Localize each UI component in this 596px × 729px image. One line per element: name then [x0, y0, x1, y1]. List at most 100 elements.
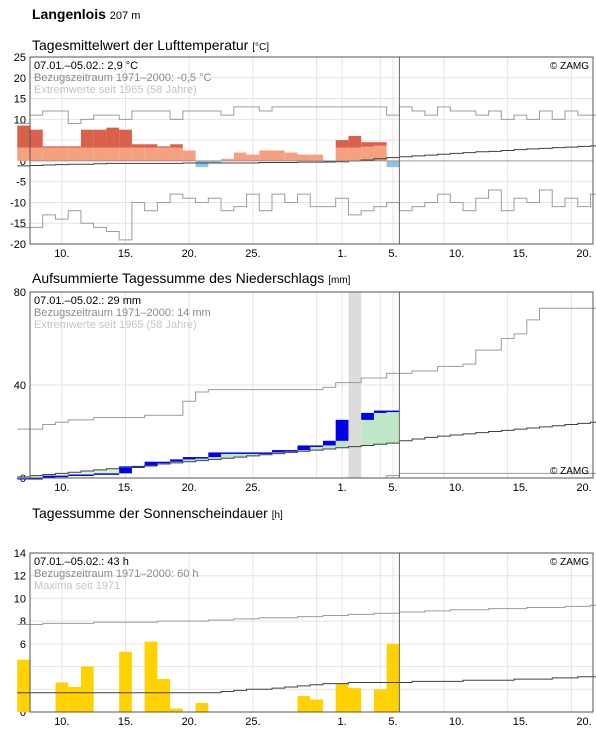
- precipitation-title: Aufsummierte Tagessumme des Niederschlag…: [32, 270, 325, 286]
- temperature-bar-normal: [106, 147, 120, 161]
- precipitation-daily-increment: [80, 474, 94, 477]
- precipitation-deficit-fill: [93, 469, 107, 474]
- sunshine-bar: [170, 708, 183, 712]
- sunshine-ytick-label: 0: [20, 707, 26, 719]
- precipitation-chart-title: Aufsummierte Tagessumme des Niederschlag…: [32, 270, 350, 286]
- temperature-bar-anomaly: [335, 140, 349, 148]
- precipitation-deficit-fill: [106, 468, 120, 474]
- temperature-ytick-label: 20: [14, 73, 26, 85]
- precipitation-daily-increment: [119, 466, 132, 474]
- temperature-bar-normal: [335, 147, 349, 161]
- precipitation-xtick-label: 20.: [576, 482, 591, 494]
- temperature-bar-normal: [42, 147, 56, 161]
- sunshine-bar: [157, 679, 171, 712]
- sunshine-bar: [386, 643, 400, 712]
- temperature-ytick-label: 25: [14, 52, 26, 64]
- sunshine-ytick-label: 14: [14, 548, 26, 560]
- temperature-bar-normal: [221, 158, 234, 161]
- precipitation-daily-increment: [246, 452, 260, 454]
- temperature-xtick-label: 20.: [182, 248, 197, 260]
- precipitation-deficit-fill: [17, 476, 30, 478]
- precipitation-daily-increment: [310, 445, 323, 447]
- sunshine-bar: [195, 702, 209, 712]
- temperature-bar-normal: [284, 152, 298, 161]
- precipitation-deficit-fill: [42, 474, 56, 476]
- temperature-ytick-label: 15: [14, 94, 26, 106]
- temperature-bar-anomaly: [119, 129, 132, 148]
- sunshine-watermark: © ZAMG: [550, 557, 589, 568]
- precipitation-daily-increment: [259, 452, 273, 454]
- precipitation-missing-day: [348, 292, 362, 478]
- sunshine-xtick-label: 15.: [513, 716, 528, 728]
- temperature-normal-line: [17, 145, 596, 167]
- precipitation-xtick-label: 5.: [388, 482, 397, 494]
- precipitation-surplus-fill: [386, 410, 400, 444]
- temperature-bar-anomaly: [373, 142, 387, 146]
- precipitation-daily-increment: [208, 452, 222, 458]
- sunshine-unit: [h]: [271, 510, 283, 521]
- precipitation-daily-increment: [322, 440, 336, 446]
- temperature-bar-normal: [361, 146, 374, 161]
- temperature-bar-normal: [131, 147, 145, 161]
- sunshine-bar: [310, 699, 323, 712]
- temperature-bar-anomaly: [157, 146, 171, 148]
- sunshine-bar: [348, 688, 362, 712]
- temperature-unit: [°C]: [252, 42, 269, 53]
- precipitation-xtick-label: 15.: [513, 482, 528, 494]
- temperature-bar-normal: [144, 147, 158, 161]
- temperature-bar-normal: [119, 147, 132, 161]
- precipitation-xtick-label: 25.: [245, 482, 260, 494]
- precipitation-daily-increment: [131, 466, 145, 468]
- temperature-bar-cold: [195, 160, 209, 168]
- sunshine-plot-border: [29, 552, 594, 713]
- precipitation-daily-increment: [335, 419, 349, 441]
- temperature-bar-anomaly: [144, 144, 158, 148]
- precipitation-xtick-label: 1.: [337, 482, 346, 494]
- sunshine-bar: [17, 659, 30, 712]
- temperature-bar-normal: [272, 150, 285, 161]
- temperature-ytick-label: -10: [10, 197, 26, 209]
- precipitation-summary-current: 07.01.–05.02.: 29 mm: [34, 295, 141, 307]
- temperature-bar-anomaly: [17, 125, 30, 148]
- temperature-xtick-label: 25.: [245, 248, 260, 260]
- temperature-bar-normal: [348, 147, 362, 161]
- temperature-ytick-label: -5: [16, 177, 26, 189]
- temperature-ytick-label: -20: [10, 239, 26, 251]
- precipitation-ytick-label: 40: [14, 380, 26, 392]
- precipitation-daily-increment: [106, 473, 120, 475]
- temperature-title: Tagesmittelwert der Lufttemperatur: [32, 37, 249, 53]
- precipitation-summary-extremes: Extremwerte seit 1965 (58 Jahre): [34, 319, 197, 331]
- temperature-bar-anomaly: [106, 127, 120, 148]
- precipitation-normal-line: [17, 421, 596, 478]
- precipitation-xtick-label: 10.: [54, 482, 69, 494]
- temperature-bar-anomaly: [93, 129, 107, 148]
- precipitation-daily-increment: [272, 450, 285, 453]
- precipitation-unit: [mm]: [328, 275, 351, 286]
- temperature-bar-anomaly: [80, 129, 94, 148]
- precipitation-daily-increment: [55, 475, 69, 478]
- sunshine-ytick-label: 12: [14, 571, 26, 583]
- temperature-watermark: © ZAMG: [550, 61, 589, 72]
- temperature-bar-normal: [373, 145, 387, 161]
- precipitation-surplus-fill: [233, 452, 247, 458]
- sunshine-chart-title: Tagessumme der Sonnenscheindauer [h]: [32, 505, 283, 521]
- temperature-bar-cold: [208, 160, 222, 163]
- temperature-bar-anomaly: [361, 142, 374, 147]
- temperature-chart-title: Tagesmittelwert der Lufttemperatur [°C]: [32, 37, 269, 53]
- precipitation-daily-increment: [42, 475, 56, 478]
- temperature-bar-anomaly: [30, 129, 43, 148]
- temperature-xtick-label: 5.: [388, 248, 397, 260]
- sunshine-bar: [373, 689, 387, 712]
- sunshine-title: Tagessumme der Sonnenscheindauer: [32, 505, 268, 521]
- precipitation-daily-increment: [93, 473, 107, 475]
- precipitation-daily-increment: [221, 452, 234, 454]
- precipitation-daily-increment: [157, 461, 171, 464]
- temperature-xtick-label: 10.: [449, 248, 464, 260]
- temperature-bar-normal: [170, 147, 183, 161]
- temperature-summary-extremes: Extremwerte seit 1965 (58 Jahre): [34, 84, 197, 96]
- temperature-bar-normal: [17, 147, 30, 161]
- temperature-max-extreme-line: [17, 106, 596, 124]
- precipitation-max-extreme-line: [17, 307, 596, 430]
- precipitation-daily-increment: [373, 410, 387, 413]
